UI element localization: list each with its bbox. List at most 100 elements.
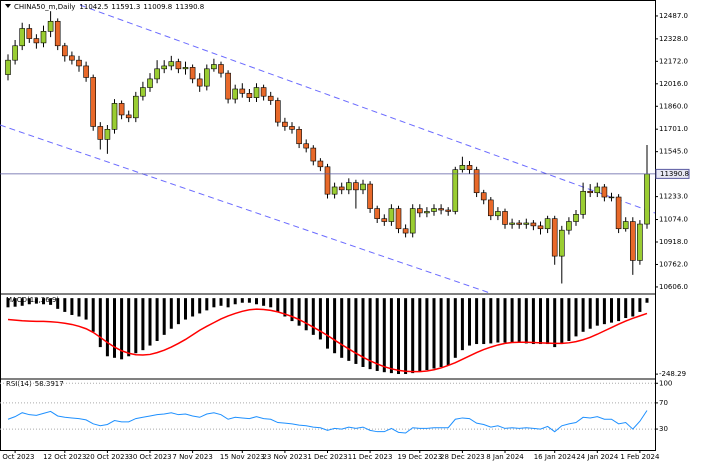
y-tick-label: 10606.0 xyxy=(659,283,688,291)
candle-body xyxy=(118,103,125,116)
candle-body xyxy=(61,45,68,57)
macd-bar xyxy=(517,298,521,343)
macd-bar xyxy=(105,298,109,357)
macd-bar xyxy=(382,298,386,373)
macd-bar xyxy=(318,298,322,340)
candle-body xyxy=(154,68,160,80)
macd-bar xyxy=(446,298,450,366)
candle-body xyxy=(253,87,260,98)
candle-body xyxy=(140,87,146,97)
candle-body xyxy=(537,225,544,230)
macd-bar xyxy=(240,298,244,303)
rsi-line xyxy=(7,410,648,434)
macd-bar xyxy=(453,298,457,358)
candle-body xyxy=(90,77,96,127)
y-tick-label: 11545.0 xyxy=(659,148,688,156)
macd-bar xyxy=(13,298,17,307)
y-tick-label: 12487.0 xyxy=(659,12,688,20)
candle-body xyxy=(345,182,352,191)
macd-bar xyxy=(510,298,514,343)
low-value: 11009.8 xyxy=(143,3,172,11)
candle-body xyxy=(274,100,281,123)
macd-bar xyxy=(155,298,159,341)
macd-bar xyxy=(255,298,258,305)
macd-bar xyxy=(84,298,88,320)
macd-bar xyxy=(233,298,237,305)
candle-body xyxy=(267,95,274,101)
candle-body xyxy=(232,88,238,100)
candle-body xyxy=(487,199,494,217)
x-tick-label: 19 Dec 2023 xyxy=(397,453,442,461)
collapse-icon xyxy=(5,4,11,8)
y-tick-label: 12172.0 xyxy=(659,57,688,65)
macd-bar xyxy=(148,298,152,346)
x-tick-label: 12 Oct 2023 xyxy=(43,453,86,461)
macd-bar xyxy=(354,298,358,364)
candle-body xyxy=(466,165,473,170)
current-price-box xyxy=(655,168,690,179)
candle-body xyxy=(573,214,579,222)
candle-body xyxy=(239,88,246,94)
candle-body xyxy=(246,93,253,98)
candle-body xyxy=(310,147,317,162)
candle-body xyxy=(331,186,338,195)
candle-body xyxy=(388,208,395,222)
candle-body xyxy=(33,38,40,44)
candle-body xyxy=(495,211,501,217)
candle-body xyxy=(558,229,565,257)
candle-body xyxy=(544,218,551,230)
macd-bar xyxy=(404,298,408,375)
candle-body xyxy=(353,182,359,191)
candle-body xyxy=(76,59,82,67)
candle-body xyxy=(125,114,132,119)
candle-body xyxy=(19,28,26,47)
candle-body xyxy=(374,208,381,219)
macd-bar xyxy=(638,298,642,312)
macd-bar xyxy=(162,298,166,335)
macd-bar xyxy=(361,298,365,367)
macd-bar xyxy=(482,298,486,345)
macd-bar xyxy=(70,298,74,315)
macd-bar xyxy=(397,298,400,375)
candle-body xyxy=(83,65,89,78)
macd-bar xyxy=(269,298,273,308)
macd-bar xyxy=(276,298,280,312)
macd-bar xyxy=(134,298,138,354)
macd-bar xyxy=(34,298,38,304)
candle-body xyxy=(459,165,466,170)
macd-bar xyxy=(169,298,173,329)
rsi-header: RSI(14) 58.3917 xyxy=(6,380,64,388)
macd-bar xyxy=(489,298,493,344)
candle-body xyxy=(69,55,75,61)
macd-title: MACD(12,26,9) xyxy=(6,296,59,304)
x-tick-label: 23 Nov 2023 xyxy=(262,453,307,461)
candle-body xyxy=(424,211,430,214)
candle-body xyxy=(523,222,530,225)
candle-body xyxy=(530,222,537,227)
candle-body xyxy=(168,61,175,67)
candle-body xyxy=(12,45,18,61)
candle-body xyxy=(608,196,615,199)
macd-bar xyxy=(219,298,223,306)
macd-bar xyxy=(176,298,180,325)
macd-bar xyxy=(262,298,266,306)
candle-body xyxy=(54,20,61,47)
y-tick-label: 12016.0 xyxy=(659,80,688,88)
y-tick-label: 10918.0 xyxy=(659,238,688,246)
x-tick-label: 16 Jan 2024 xyxy=(534,453,577,461)
macd-bar xyxy=(539,298,542,345)
macd-bar xyxy=(425,298,429,371)
x-tick-label: 7 Nov 2023 xyxy=(172,453,212,461)
macd-bar xyxy=(283,298,287,317)
macd-bar xyxy=(588,298,592,329)
macd-bar xyxy=(27,298,31,305)
macd-bar xyxy=(212,298,216,308)
chart-title: CHINA50_m,Daily xyxy=(14,3,75,11)
current-price-label: 11390.8 xyxy=(660,170,689,178)
macd-bar xyxy=(602,298,606,325)
candle-body xyxy=(175,61,182,70)
macd-bar xyxy=(624,298,628,319)
candle-body xyxy=(5,59,11,75)
candle-body xyxy=(182,67,189,70)
candle-body xyxy=(133,95,139,119)
